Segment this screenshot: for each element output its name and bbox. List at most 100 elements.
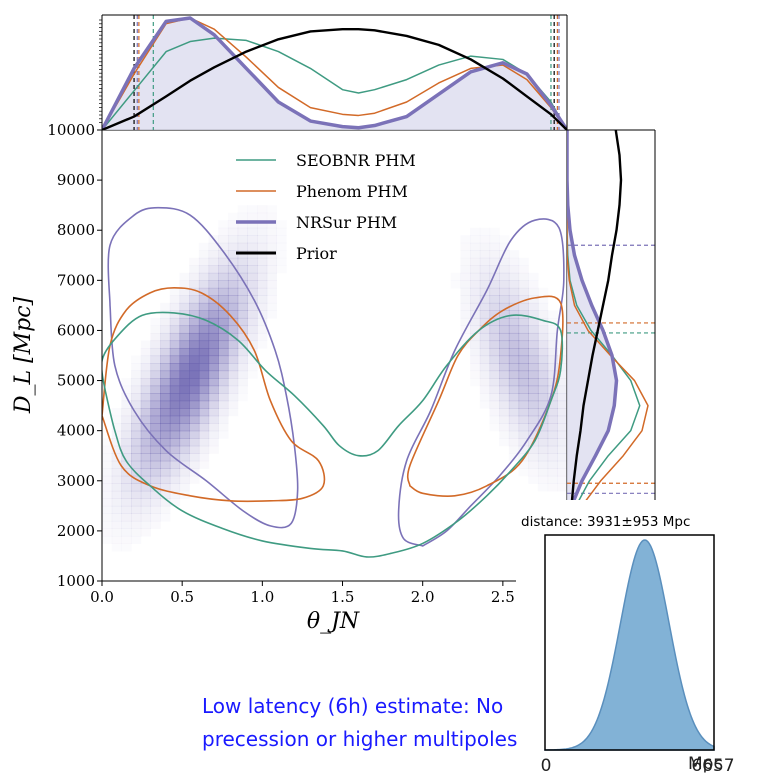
heatmap-cell [160, 340, 171, 349]
heatmap-cell [179, 347, 190, 357]
heatmap-cell [266, 235, 277, 244]
heatmap-cell [257, 325, 268, 334]
heatmap-cell [150, 408, 161, 417]
heatmap-cell [131, 445, 142, 454]
heatmap-cell [208, 363, 219, 372]
heatmap-cell [179, 393, 190, 402]
y-axis-label: D_L [Mpc] [11, 296, 36, 414]
heatmap-cell [518, 460, 529, 469]
contour-phenom-phm [406, 295, 564, 497]
heatmap-cell [479, 340, 491, 349]
heatmap-cell [169, 317, 181, 327]
heatmap-cell [179, 280, 190, 289]
heatmap-cell [460, 310, 471, 319]
heatmap-cell [237, 227, 248, 236]
heatmap-cell [227, 242, 239, 251]
heatmap-cell [508, 400, 520, 409]
heatmap-cell [499, 287, 510, 296]
heatmap-cell [209, 446, 219, 454]
heatmap-cell [218, 227, 229, 236]
heatmap-cell [169, 378, 181, 387]
heatmap-cell [179, 400, 190, 409]
heatmap-cell [548, 483, 558, 491]
heatmap-cell [169, 460, 181, 469]
heatmap-cell [257, 265, 268, 274]
heatmap-cell [489, 370, 500, 379]
heatmap-cell [131, 453, 142, 462]
heatmap-cell [198, 302, 210, 311]
heatmap-cell [276, 220, 286, 228]
heatmap-cell [169, 430, 181, 439]
heatmap-cell [470, 325, 481, 334]
heatmap-cell [547, 355, 558, 364]
heatmap-cell [508, 355, 520, 364]
heatmap-cell [140, 490, 152, 499]
heatmap-cell [160, 347, 171, 357]
heatmap-cell [548, 310, 558, 318]
heatmap-cell [198, 355, 210, 364]
heatmap-cell [266, 295, 277, 304]
heatmap-cell [537, 408, 549, 417]
heatmap-cell [218, 280, 229, 289]
heatmap-cell [489, 250, 500, 259]
heatmap-cell [131, 378, 142, 387]
heatmap-cell [189, 370, 200, 379]
heatmap-cell [179, 445, 190, 454]
heatmap-cell [102, 453, 113, 462]
heatmap-cell [102, 490, 113, 499]
heatmap-cell [489, 287, 500, 296]
heatmap-cell [470, 295, 481, 304]
heatmap-cell [179, 475, 190, 484]
heatmap-cell [179, 363, 190, 372]
heatmap-cell [479, 265, 491, 274]
heatmap-cell [208, 250, 219, 259]
heatmap-cell [537, 317, 549, 327]
heatmap-cell [160, 378, 171, 387]
heatmap-cell [179, 453, 190, 462]
heatmap-cell [160, 490, 171, 499]
right-curve-phenom-phm [567, 130, 649, 500]
heatmap-cell [499, 370, 510, 379]
heatmap-cell [218, 355, 229, 364]
heatmap-cell [537, 453, 549, 462]
heatmap-cell [111, 423, 122, 432]
heatmap-cell [470, 340, 481, 349]
heatmap-cell [102, 520, 113, 529]
heatmap-cell [460, 250, 471, 259]
heatmap-cell [528, 287, 539, 296]
heatmap-cell [547, 430, 558, 439]
heatmap-cell [247, 205, 257, 213]
heatmap-cell [470, 355, 481, 364]
heatmap-cell [140, 430, 152, 439]
heatmap-cell [150, 340, 161, 349]
heatmap-cell [518, 370, 529, 379]
heatmap-cell [237, 302, 248, 311]
heatmap-cell [160, 423, 171, 432]
heatmap-cell [479, 242, 491, 251]
heatmap-cell [227, 220, 239, 229]
heatmap-cell [528, 430, 539, 439]
heatmap-cell [112, 543, 122, 551]
heatmap-cell [266, 265, 277, 274]
heatmap-cell [198, 340, 210, 349]
heatmap-cell [499, 257, 510, 266]
heatmap-cell [227, 272, 239, 281]
top-curve-nrsur-phm [102, 16, 567, 130]
heatmap-cell [208, 332, 219, 342]
heatmap-cell [557, 438, 567, 447]
heatmap-cell [140, 475, 152, 484]
heatmap-cell [111, 460, 122, 469]
heatmap-cell [257, 212, 268, 221]
heatmap-cell [102, 446, 112, 454]
heatmap-cell [518, 272, 529, 281]
heatmap-cell [111, 438, 122, 447]
heatmap-cell [208, 393, 219, 402]
heatmap-cell [179, 438, 190, 447]
top-marginal-curves [102, 15, 567, 130]
heatmap-cell [257, 332, 268, 342]
heatmap-cell [121, 543, 131, 551]
heatmap-cell [538, 288, 548, 296]
heatmap-cell [247, 371, 257, 379]
heatmap-cell [160, 415, 171, 424]
heatmap-cell [198, 423, 210, 432]
